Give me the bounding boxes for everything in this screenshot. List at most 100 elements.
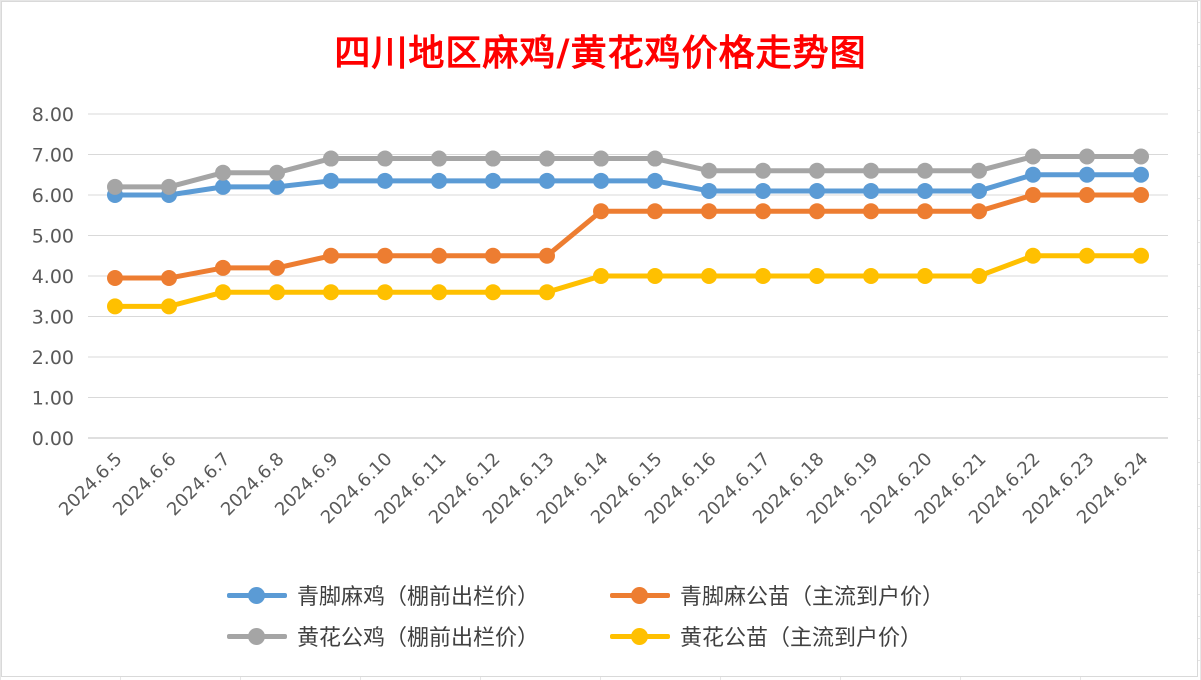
- y-tick-label: 7.00: [32, 145, 74, 167]
- y-tick-label: 6.00: [32, 185, 74, 207]
- data-point[interactable]: [215, 164, 231, 181]
- data-point[interactable]: [593, 203, 609, 220]
- data-point[interactable]: [1025, 166, 1041, 183]
- data-point[interactable]: [971, 268, 987, 284]
- data-point[interactable]: [323, 150, 339, 167]
- y-tick-label: 1.00: [32, 388, 74, 410]
- data-point[interactable]: [755, 162, 771, 179]
- data-point[interactable]: [107, 270, 123, 287]
- series-2: [107, 148, 1149, 195]
- data-point[interactable]: [323, 172, 339, 189]
- data-point[interactable]: [431, 172, 447, 189]
- data-point[interactable]: [269, 178, 285, 195]
- x-axis-ticks: 2024.6.52024.6.62024.6.72024.6.82024.6.9…: [55, 449, 1153, 529]
- data-point[interactable]: [1025, 148, 1041, 165]
- data-point[interactable]: [917, 268, 933, 284]
- data-point[interactable]: [809, 182, 825, 199]
- data-point[interactable]: [161, 270, 177, 287]
- data-point[interactable]: [485, 247, 501, 264]
- data-point[interactable]: [917, 203, 933, 220]
- data-point[interactable]: [215, 178, 231, 195]
- data-point[interactable]: [161, 298, 177, 315]
- data-point[interactable]: [539, 247, 555, 264]
- data-point[interactable]: [539, 172, 555, 189]
- data-point[interactable]: [161, 178, 177, 195]
- data-point[interactable]: [593, 150, 609, 167]
- data-point[interactable]: [323, 247, 339, 264]
- series-0: [107, 166, 1149, 203]
- data-point[interactable]: [755, 203, 771, 220]
- data-point[interactable]: [701, 162, 717, 179]
- data-point[interactable]: [377, 247, 393, 264]
- data-point[interactable]: [971, 182, 987, 199]
- legend-item-series-2[interactable]: 黄花公鸡（棚前出栏价）: [227, 621, 539, 651]
- data-point[interactable]: [107, 298, 123, 315]
- data-point[interactable]: [1133, 166, 1149, 183]
- data-point[interactable]: [593, 268, 609, 284]
- data-point[interactable]: [917, 162, 933, 179]
- data-point[interactable]: [485, 150, 501, 167]
- data-point[interactable]: [701, 268, 717, 284]
- data-point[interactable]: [647, 150, 663, 167]
- y-tick-label: 5.00: [32, 226, 74, 248]
- legend-swatch-icon: [227, 621, 287, 651]
- chart-legend: 青脚麻鸡（棚前出栏价） 青脚麻公苗（主流到户价） 黄花公鸡（棚前出栏价） 黄花公…: [227, 580, 1027, 660]
- data-point[interactable]: [755, 182, 771, 199]
- legend-item-series-0[interactable]: 青脚麻鸡（棚前出栏价）: [227, 580, 539, 610]
- series-line: [112, 192, 1144, 281]
- data-point[interactable]: [539, 150, 555, 167]
- data-point[interactable]: [269, 284, 285, 301]
- series-3: [107, 247, 1149, 315]
- data-point[interactable]: [1025, 187, 1041, 203]
- data-point[interactable]: [863, 203, 879, 220]
- data-point[interactable]: [971, 162, 987, 179]
- legend-item-series-1[interactable]: 青脚麻公苗（主流到户价）: [610, 580, 944, 610]
- y-tick-label: 0.00: [32, 428, 74, 450]
- data-point[interactable]: [863, 268, 879, 284]
- y-axis-ticks: 0.00 1.00 2.00 3.00 4.00 5.00 6.00 7.00 8.00: [32, 104, 74, 450]
- data-point[interactable]: [863, 182, 879, 199]
- data-point[interactable]: [647, 268, 663, 284]
- data-point[interactable]: [647, 203, 663, 220]
- data-point[interactable]: [917, 182, 933, 199]
- data-point[interactable]: [1079, 187, 1095, 203]
- data-point[interactable]: [377, 284, 393, 301]
- data-point[interactable]: [1079, 247, 1095, 264]
- data-point[interactable]: [1079, 166, 1095, 183]
- data-point[interactable]: [1025, 247, 1041, 264]
- data-point[interactable]: [539, 284, 555, 301]
- data-point[interactable]: [701, 182, 717, 199]
- data-point[interactable]: [107, 178, 123, 195]
- data-point[interactable]: [1133, 148, 1149, 165]
- data-point[interactable]: [215, 284, 231, 301]
- data-point[interactable]: [1133, 247, 1149, 264]
- data-point[interactable]: [377, 172, 393, 189]
- legend-item-series-3[interactable]: 黄花公苗（主流到户价）: [610, 621, 922, 651]
- data-point[interactable]: [809, 268, 825, 284]
- legend-label: 青脚麻公苗（主流到户价）: [680, 585, 945, 610]
- data-point[interactable]: [863, 162, 879, 179]
- data-point[interactable]: [647, 172, 663, 189]
- data-point[interactable]: [323, 284, 339, 301]
- data-point[interactable]: [431, 247, 447, 264]
- data-point[interactable]: [485, 284, 501, 301]
- data-point[interactable]: [377, 150, 393, 167]
- data-point[interactable]: [809, 162, 825, 179]
- data-point[interactable]: [701, 203, 717, 220]
- data-point[interactable]: [485, 172, 501, 189]
- data-point[interactable]: [431, 284, 447, 301]
- y-tick-label: 2.00: [32, 347, 74, 369]
- data-point[interactable]: [215, 259, 231, 276]
- data-point[interactable]: [809, 203, 825, 220]
- data-point[interactable]: [1079, 148, 1095, 165]
- series-1: [107, 187, 1149, 287]
- data-point[interactable]: [431, 150, 447, 167]
- data-point[interactable]: [755, 268, 771, 284]
- data-point[interactable]: [971, 203, 987, 220]
- data-point[interactable]: [269, 164, 285, 181]
- data-point[interactable]: [269, 259, 285, 276]
- chart-title: 四川地区麻鸡/黄花鸡价格走势图: [334, 32, 867, 74]
- data-point[interactable]: [1133, 187, 1149, 203]
- data-point[interactable]: [593, 172, 609, 189]
